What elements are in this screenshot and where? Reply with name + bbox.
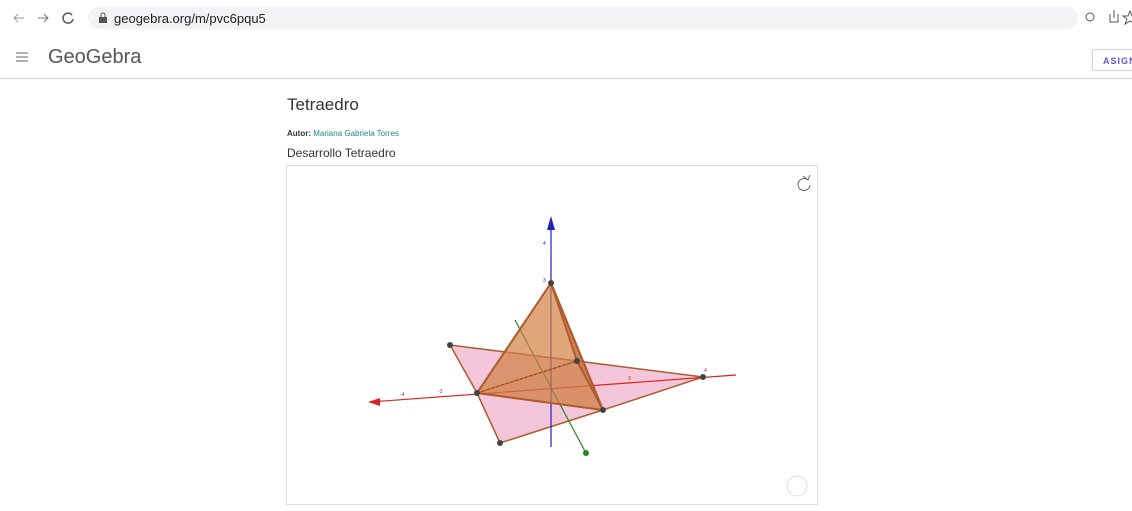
reload-icon[interactable] (62, 12, 74, 24)
z-axis-arrow (547, 216, 555, 230)
author-label: Autor: (287, 129, 311, 138)
tetra-face (550, 282, 604, 411)
nav-icons (13, 12, 74, 24)
axis-label: -4 (400, 392, 405, 398)
axis-label: 4 (543, 241, 546, 247)
fullscreen-button[interactable] (786, 475, 808, 497)
axis-label: 3 (543, 278, 546, 284)
logo[interactable]: GeoGebra (48, 46, 142, 68)
axis-label: 3 (628, 376, 631, 382)
star-icon[interactable] (1121, 9, 1132, 26)
browser-icons (1085, 9, 1132, 26)
material-title: Tetraedro (287, 95, 359, 114)
forward-icon[interactable] (38, 13, 49, 23)
reset-icon[interactable] (797, 174, 811, 191)
zoom-icon[interactable] (1085, 12, 1095, 22)
share-icon[interactable] (1109, 10, 1119, 23)
tetra-face (475, 280, 605, 412)
applet-subtitle: Desarrollo Tetraedro (287, 146, 396, 160)
browser-toolbar: geogebra.org/m/pvc6pqu5 (0, 0, 1132, 36)
menu-icon[interactable] (16, 52, 30, 64)
author-link[interactable]: Mariana Gabriela Torres (313, 129, 399, 138)
graphics-3d: 4 3 -4 -3 3 4 (368, 174, 811, 497)
axis-label: -3 (438, 389, 443, 395)
back-icon[interactable] (13, 13, 24, 23)
site-header: GeoGebra ASIGN (0, 36, 1132, 79)
assign-button[interactable]: ASIGN (1092, 49, 1132, 71)
author-line: Autor: Mariana Gabriela Torres (287, 129, 399, 138)
hidden-edge (476, 360, 578, 394)
lock-icon (99, 12, 107, 23)
axis-label: 4 (704, 368, 707, 374)
url-text: geogebra.org/m/pvc6pqu5 (114, 11, 266, 26)
x-axis-arrow (368, 398, 380, 406)
y-axis-end (583, 450, 589, 456)
applet[interactable]: 4 3 -4 -3 3 4 (286, 165, 818, 505)
vertices (447, 280, 706, 446)
address-bar[interactable]: geogebra.org/m/pvc6pqu5 (88, 7, 1078, 29)
